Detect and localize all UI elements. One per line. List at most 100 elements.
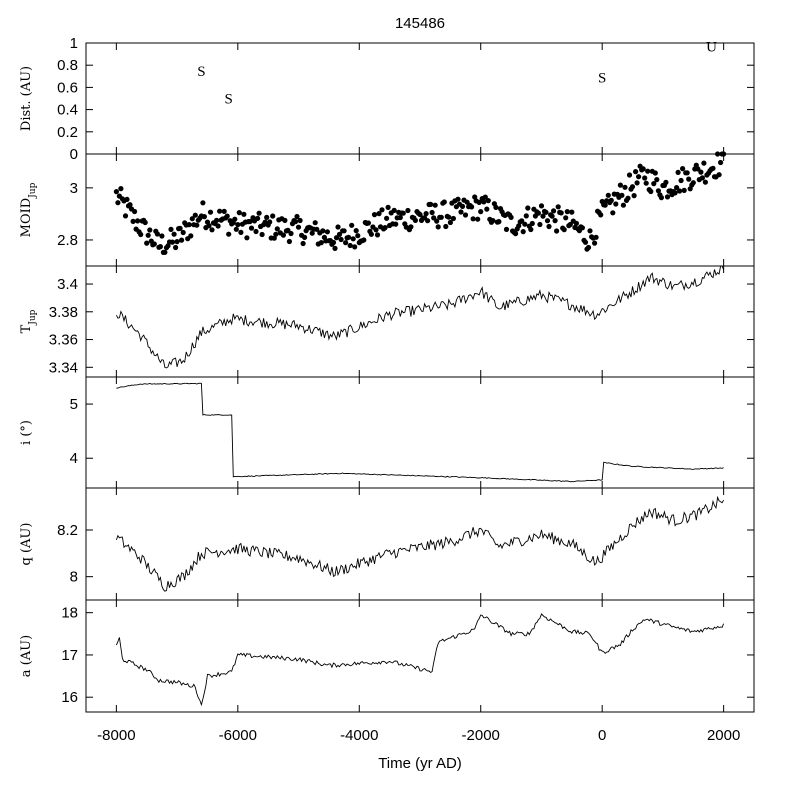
data-point <box>264 214 270 220</box>
data-point <box>438 214 444 220</box>
y-tick-label: 3.38 <box>49 304 78 321</box>
data-point <box>564 209 570 215</box>
data-point <box>645 168 651 174</box>
data-point <box>472 194 478 200</box>
data-point <box>343 240 349 246</box>
data-point <box>633 169 639 175</box>
data-point <box>619 192 625 198</box>
data-point <box>226 231 232 237</box>
x-axis: -8000 -6000 -4000 -2000 0 2000 <box>97 727 740 744</box>
data-point <box>318 240 324 246</box>
data-point <box>563 215 569 221</box>
data-point <box>247 218 253 225</box>
data-point <box>605 192 611 198</box>
data-point <box>346 234 352 240</box>
panel-frame <box>85 487 755 601</box>
data-point <box>385 204 391 210</box>
data-point <box>271 235 277 241</box>
panel-frame <box>85 599 755 713</box>
data-point <box>282 217 288 223</box>
data-point <box>365 220 371 226</box>
panel-frame <box>85 376 755 489</box>
y-tick-label: 8.2 <box>57 522 78 539</box>
data-point <box>640 166 646 172</box>
data-point <box>523 213 529 219</box>
data-point <box>373 227 379 233</box>
data-point <box>405 207 411 214</box>
data-point <box>393 221 399 227</box>
data-point <box>642 175 648 181</box>
data-point <box>610 210 616 216</box>
data-point <box>397 214 403 221</box>
data-point <box>200 200 206 206</box>
data-point <box>551 208 557 214</box>
data-point <box>179 237 185 243</box>
data-point <box>544 218 551 224</box>
data-point <box>482 194 488 200</box>
data-point <box>484 206 490 212</box>
data-point <box>538 203 545 209</box>
data-point <box>423 211 429 217</box>
data-point <box>625 195 631 201</box>
data-point <box>255 215 261 221</box>
data-point <box>561 227 567 233</box>
data-point <box>462 212 469 218</box>
data-point <box>189 216 195 222</box>
data-point <box>280 232 286 238</box>
data-point <box>503 226 510 232</box>
data-point <box>371 212 378 218</box>
data-point <box>320 228 326 234</box>
data-point <box>579 225 586 231</box>
data-point <box>540 213 546 219</box>
data-point <box>297 217 303 224</box>
data-point <box>699 175 706 181</box>
data-point <box>648 188 654 195</box>
data-point <box>593 234 599 240</box>
data-point <box>425 218 431 224</box>
data-point <box>718 159 724 166</box>
data-point <box>490 218 496 224</box>
data-point <box>174 239 180 245</box>
y-tick-label: 0.8 <box>57 57 78 74</box>
data-point <box>715 151 721 157</box>
y-axis-label: Dist. (AU) <box>19 66 34 131</box>
data-point <box>481 199 487 205</box>
data-point <box>157 244 163 250</box>
data-point <box>441 199 447 205</box>
series-line-a <box>115 613 725 707</box>
data-point <box>417 211 423 218</box>
data-point <box>215 223 221 229</box>
data-point <box>312 220 318 226</box>
data-point <box>585 244 592 251</box>
data-point <box>142 219 148 226</box>
data-point <box>598 212 604 218</box>
data-point <box>169 239 176 245</box>
x-tick-label: -2000 <box>462 727 500 744</box>
data-point <box>663 179 669 185</box>
y-axis-label: MOIDJup <box>19 182 38 237</box>
data-point <box>350 236 356 242</box>
y-tick-label: 4 <box>70 450 78 467</box>
data-point <box>194 222 200 228</box>
data-point <box>115 200 121 206</box>
data-point <box>159 233 165 239</box>
panel-q: 8 8.2 q (AU) <box>19 487 755 601</box>
data-point <box>435 224 441 230</box>
encounter-marker-S: S <box>225 92 233 108</box>
data-point <box>496 219 502 225</box>
data-point <box>341 228 347 234</box>
data-point <box>546 223 552 230</box>
panels: 0 0.2 0.4 0.6 0.8 1 Dist. (AU) S S S U 2.8 3 MOIDJup 3… <box>19 35 755 713</box>
data-point <box>636 174 642 180</box>
y-tick-label: 0.4 <box>57 102 78 119</box>
data-point <box>177 225 183 231</box>
data-point <box>209 227 215 233</box>
data-point <box>376 211 382 217</box>
data-point <box>475 216 481 222</box>
data-point <box>516 223 522 229</box>
data-point <box>292 219 299 225</box>
data-point <box>674 185 680 191</box>
data-point <box>412 217 418 223</box>
y-tick-label: 0 <box>70 146 78 163</box>
